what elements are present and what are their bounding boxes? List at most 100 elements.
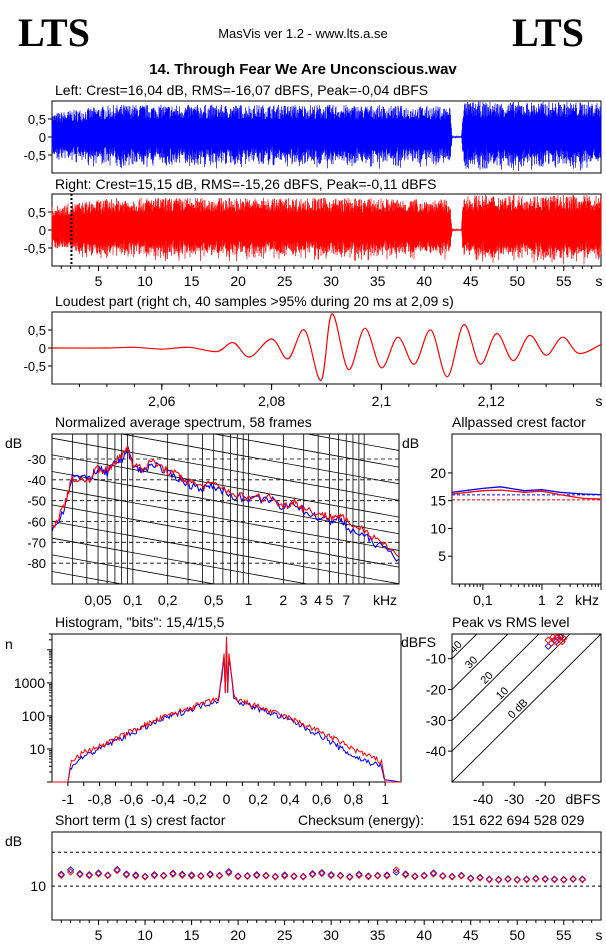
short-term-crest-point-left — [513, 875, 521, 884]
short-term-crest-point-right — [485, 876, 493, 884]
loudest-part-xtick-label: 2,12 — [478, 393, 505, 409]
short-term-crest-point-right — [215, 872, 224, 880]
spectrum-panel: Normalized average spectrum, 58 frames d… — [5, 305, 400, 608]
peak-vs-rms-xtick-label: -20 — [535, 791, 555, 807]
loudest-part-xtick-label: 2,06 — [148, 393, 175, 409]
short-term-crest-point-left — [197, 872, 205, 880]
peak-vs-rms-point-left — [544, 642, 552, 650]
spectrum-slope-line — [52, 571, 124, 584]
short-term-crest-point-right — [336, 872, 345, 880]
histogram-xtick-label: 0,8 — [344, 791, 364, 807]
allpassed-crest-title: Allpassed crest factor — [452, 414, 586, 430]
short-term-crest-xtick-label: 50 — [509, 927, 525, 943]
short-term-crest-point-right — [504, 875, 512, 884]
short-term-crest-point-left — [429, 869, 438, 877]
peak-vs-rms-crest-line — [452, 634, 509, 691]
histogram-ytick-label: 1000 — [14, 675, 45, 691]
short-term-crest-point-left — [327, 871, 335, 879]
logo-left: LTS — [18, 10, 90, 55]
peak-vs-rms-frame — [451, 633, 602, 783]
short-term-crest-xtick-label: 10 — [137, 927, 153, 943]
histogram-xtick-label: -1 — [62, 791, 75, 807]
short-term-crest-point-right — [569, 875, 577, 884]
waveform-right-xtick-label: 10 — [137, 273, 153, 289]
short-term-crest-point-left — [550, 875, 559, 883]
short-term-crest-xtick-label: 20 — [230, 927, 246, 943]
spectrum-ytick-label: -40 — [27, 473, 46, 488]
histogram-ytick-label: 100 — [22, 708, 46, 724]
spectrum-xtick-label: 7 — [342, 592, 350, 608]
short-term-crest-frame — [51, 831, 602, 921]
short-term-crest-point-right — [541, 875, 549, 884]
histogram-xtick-label: -0,2 — [183, 791, 207, 807]
short-term-crest-point-right — [383, 872, 391, 880]
waveform-right-x-unit: s — [596, 273, 603, 289]
histogram-panel: Histogram, "bits": 15,4/15,5 n 100010010… — [5, 614, 402, 807]
short-term-crest-point-left — [336, 871, 345, 879]
spectrum-slope-line — [52, 454, 399, 518]
short-term-crest-point-right — [578, 876, 587, 884]
short-term-crest-point-left — [66, 866, 75, 874]
spectrum-plot-area — [52, 305, 399, 584]
spectrum-slope-line — [52, 437, 399, 501]
short-term-crest-point-left — [569, 875, 577, 883]
short-term-crest-xtick-label: 35 — [370, 927, 386, 943]
waveform-right-xtick-label: 15 — [184, 273, 200, 289]
spectrum-slope-line — [52, 521, 399, 584]
short-term-crest-x-unit: s — [596, 927, 603, 943]
short-term-crest-point-right — [308, 871, 317, 879]
spectrum-xtick-label: 0,05 — [84, 592, 111, 608]
short-term-crest-point-right — [439, 872, 447, 880]
short-term-crest-point-right — [448, 873, 456, 881]
spectrum-slope-line — [52, 322, 399, 384]
short-term-crest-point-left — [560, 875, 568, 884]
short-term-crest-point-left — [364, 872, 373, 880]
short-term-crest-point-left — [57, 870, 65, 878]
peak-vs-rms-crest-line — [452, 634, 571, 752]
peak-vs-rms-ytick-label: -20 — [426, 682, 446, 698]
spectrum-ytick-label: -50 — [27, 494, 46, 509]
waveform-right-xtick-label: 20 — [230, 273, 246, 289]
loudest-part-title: Loudest part (right ch, 40 samples >95% … — [55, 293, 454, 309]
short-term-crest-point-left — [346, 873, 354, 881]
peak-vs-rms-crest-label: 40 — [448, 639, 465, 656]
short-term-crest-point-right — [327, 872, 335, 880]
file-title: 14. Through Fear We Are Unconscious.wav — [149, 61, 457, 78]
short-term-crest-point-left — [476, 873, 484, 881]
spectrum-slope-line — [52, 305, 399, 367]
short-term-crest-point-right — [495, 876, 503, 884]
short-term-crest-point-left — [411, 872, 419, 880]
short-term-crest-point-right — [271, 873, 279, 881]
waveform-right-xtick-label: 45 — [463, 273, 479, 289]
allpassed-crest-ytick-label: 5 — [438, 548, 446, 564]
peak-vs-rms-crest-line — [452, 634, 601, 782]
short-term-crest-point-right — [429, 870, 438, 878]
short-term-crest-point-left — [495, 875, 503, 884]
allpassed-crest-ytick-label: 10 — [430, 520, 446, 536]
short-term-crest-point-left — [383, 871, 391, 879]
short-term-crest-point-left — [262, 871, 270, 879]
histogram-xtick-label: 0,6 — [312, 791, 332, 807]
short-term-crest-point-left — [578, 875, 587, 883]
peak-vs-rms-xtick-label: -40 — [473, 791, 493, 807]
short-term-crest-xtick-label: 30 — [323, 927, 339, 943]
loudest-part-trace — [51, 313, 602, 382]
short-term-crest-xtick-label: 25 — [277, 927, 293, 943]
short-term-crest-point-left — [485, 875, 493, 883]
spectrum-slope-line — [305, 434, 399, 451]
peak-vs-rms-crest-label: 30 — [463, 654, 480, 671]
peak-vs-rms-ytick-label: -30 — [426, 712, 446, 728]
short-term-crest-point-right — [522, 876, 531, 884]
peak-vs-rms-ylabel: dBFS — [401, 634, 436, 650]
short-term-crest-point-right — [299, 873, 307, 881]
spectrum-frame — [51, 433, 400, 585]
short-term-crest-point-right — [243, 872, 252, 880]
short-term-crest-point-right — [364, 873, 373, 881]
short-term-crest-point-right — [85, 872, 93, 880]
spectrum-ytick-label: -60 — [27, 515, 46, 530]
allpassed-crest-ytick-label: 20 — [430, 465, 446, 481]
peak-vs-rms-ytick-label: -10 — [426, 651, 446, 667]
spectrum-slope-line — [52, 355, 399, 417]
short-term-crest-point-left — [160, 871, 168, 879]
